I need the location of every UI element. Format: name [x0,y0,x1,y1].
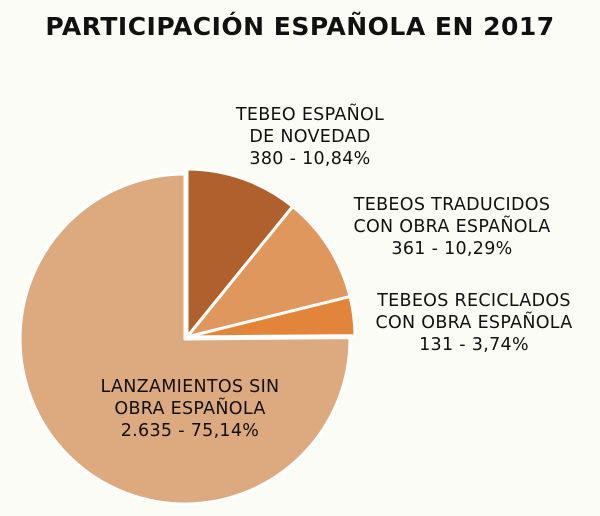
chart-title: PARTICIPACIÓN ESPAÑOLA EN 2017 [45,12,555,41]
slice-label-tebeos-traducidos: TEBEOS TRADUCIDOS CON OBRA ESPAÑOLA 361 … [328,194,576,260]
slice-value: 380 [249,149,284,169]
slice-value: 361 [391,239,426,259]
slice-label-line: OBRA ESPAÑOLA [114,399,266,419]
slice-percent: 75,14% [190,421,260,441]
slice-label-lanzamientos-sin-obra: LANZAMIENTOS SIN OBRA ESPAÑOLA 2.635 - 7… [72,376,308,442]
slice-value-label: 380 - 10,84% [249,149,371,169]
slice-value-label: 361 - 10,29% [391,239,513,259]
slice-value: 2.635 [120,421,173,441]
pie-slice-tebeo-espanol [185,167,295,339]
slice-label-line: CON OBRA ESPAÑOLA [353,217,551,237]
slice-label-line: TEBEO ESPAÑOL [235,105,385,125]
pie-slice-tebeos-reciclados [185,295,357,339]
slice-value: 131 [419,335,454,355]
slice-value-label: 131 - 3,74% [419,335,529,355]
pie-slice-lanzamientos-sin-obra [18,172,352,506]
slice-label-line: CON OBRA ESPAÑOLA [375,313,573,333]
slice-percent: 10,29% [444,239,513,259]
slice-percent: 3,74% [471,335,529,355]
slice-percent: 10,84% [302,149,371,169]
slice-label-line: TEBEOS TRADUCIDOS [353,195,551,215]
slice-label-tebeo-espanol-de-novedad: TEBEO ESPAÑOL DE NOVEDAD 380 - 10,84% [205,104,415,170]
slice-label-tebeos-reciclados: TEBEOS RECICLADOS CON OBRA ESPAÑOLA 131 … [354,290,594,356]
slice-label-line: LANZAMIENTOS SIN [100,377,280,397]
slice-label-line: TEBEOS RECICLADOS [377,291,571,311]
slice-value-label: 2.635 - 75,14% [120,421,260,441]
pie-slice-tebeos-traducidos [185,204,352,339]
slice-label-line: DE NOVEDAD [249,127,371,147]
